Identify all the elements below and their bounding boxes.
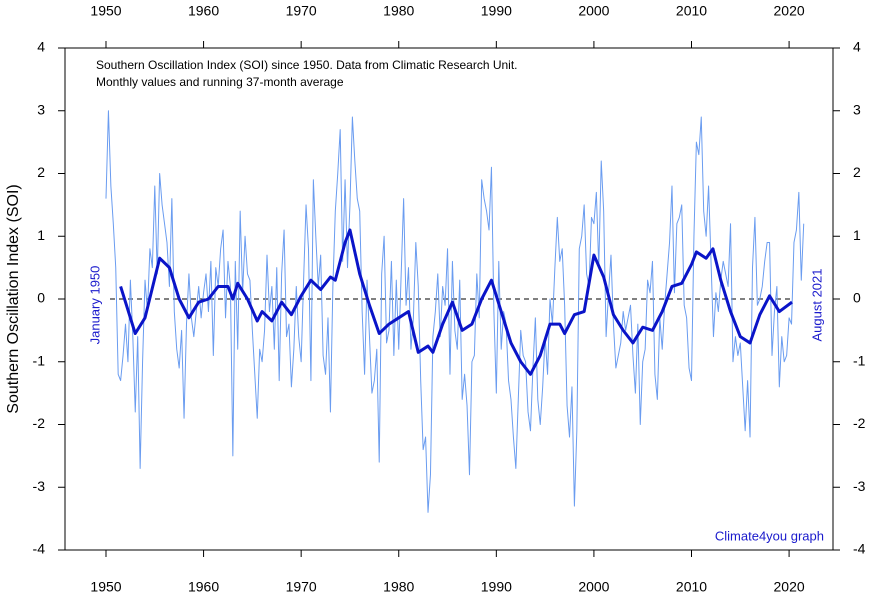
start-annotation: January 1950 (87, 266, 102, 345)
x2-tick-label: 2010 (676, 3, 707, 19)
chart-title: Southern Oscillation Index (SOI) since 1… (96, 58, 518, 72)
chart-subtitle: Monthly values and running 37-month aver… (96, 75, 344, 89)
y-tick-label: -1 (33, 352, 46, 368)
y2-tick-label: -4 (853, 541, 866, 557)
y2-tick-label: 2 (853, 164, 861, 180)
x2-tick-label: 1970 (286, 3, 317, 19)
x2-tick-label: 1990 (481, 3, 512, 19)
x2-tick-label: 2000 (578, 3, 609, 19)
y-axis-label: Southern Oscillation Index (SOI) (5, 184, 22, 413)
y-tick-label: -4 (33, 541, 46, 557)
x-tick-label: 2010 (676, 579, 707, 595)
y-tick-label: 0 (37, 290, 45, 306)
y2-tick-label: 3 (853, 101, 861, 117)
y-tick-label: 2 (37, 164, 45, 180)
y-tick-label: -2 (33, 415, 46, 431)
y2-tick-label: -3 (853, 478, 866, 494)
y2-tick-label: 1 (853, 227, 861, 243)
x2-tick-label: 1960 (188, 3, 219, 19)
y-tick-label: -3 (33, 478, 46, 494)
y2-tick-label: 0 (853, 290, 861, 306)
y-tick-label: 3 (37, 101, 45, 117)
x-tick-label: 2000 (578, 579, 609, 595)
credit: Climate4you graph (715, 528, 824, 543)
y-tick-label: 1 (37, 227, 45, 243)
x2-tick-label: 1980 (383, 3, 414, 19)
y2-tick-label: 4 (853, 39, 861, 55)
x-tick-label: 1950 (90, 579, 121, 595)
running-average-line (119, 228, 793, 376)
plot-frame (64, 47, 834, 551)
end-annotation: August 2021 (809, 268, 824, 341)
x2-tick-label: 2020 (774, 3, 805, 19)
monthly-line (105, 110, 805, 513)
y-tick-label: 4 (37, 39, 45, 55)
x2-tick-label: 1950 (90, 3, 121, 19)
x-tick-label: 1960 (188, 579, 219, 595)
x-tick-label: 1990 (481, 579, 512, 595)
y2-tick-label: -2 (853, 415, 866, 431)
y2-tick-label: -1 (853, 352, 866, 368)
x-tick-label: 1980 (383, 579, 414, 595)
x-tick-label: 2020 (774, 579, 805, 595)
x-tick-label: 1970 (286, 579, 317, 595)
